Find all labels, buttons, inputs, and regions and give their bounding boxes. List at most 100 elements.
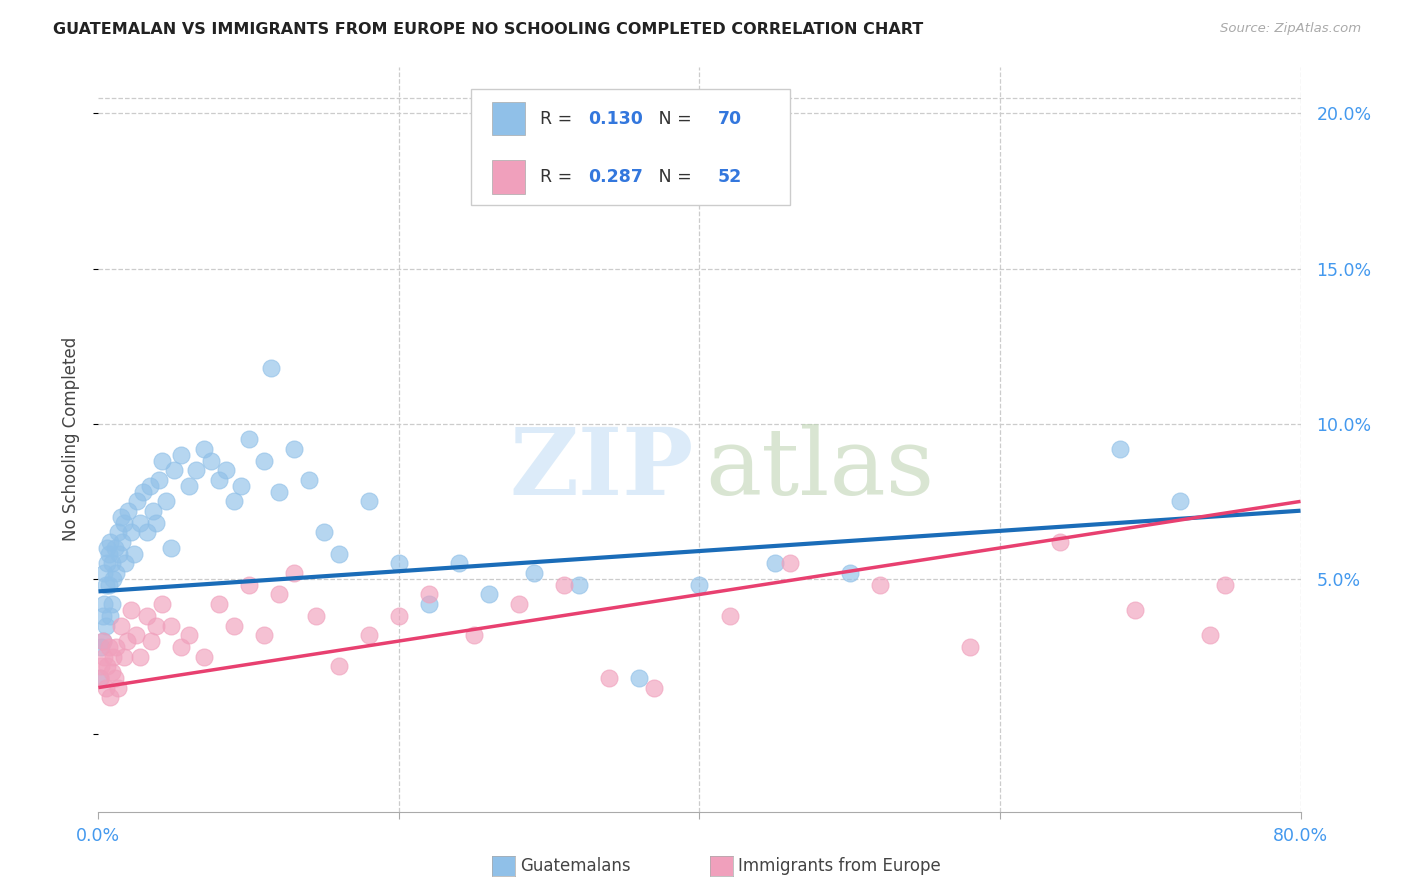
Point <box>114 557 136 571</box>
Point <box>104 541 127 555</box>
Point <box>127 494 149 508</box>
Point <box>150 597 173 611</box>
Point <box>141 504 163 518</box>
Point <box>260 360 283 375</box>
Point <box>193 442 215 456</box>
Text: 0.130: 0.130 <box>588 110 643 128</box>
Point <box>283 566 305 580</box>
Point <box>97 547 120 561</box>
Point <box>1109 442 1132 456</box>
Point <box>177 479 200 493</box>
Point <box>328 658 350 673</box>
Point <box>135 609 157 624</box>
Point <box>238 578 260 592</box>
Point <box>107 681 129 695</box>
Point <box>689 578 711 592</box>
Point <box>139 634 162 648</box>
Point <box>357 494 380 508</box>
Point <box>598 671 620 685</box>
Point <box>267 485 290 500</box>
Point <box>110 618 132 632</box>
Point <box>91 609 114 624</box>
Point <box>208 597 231 611</box>
Point <box>1170 494 1192 508</box>
Point <box>112 516 135 530</box>
Point <box>100 609 122 624</box>
Point <box>94 578 117 592</box>
Point <box>101 557 124 571</box>
Point <box>208 473 231 487</box>
Point <box>170 640 193 655</box>
Point <box>463 628 485 642</box>
Point <box>1049 534 1071 549</box>
Text: Source: ZipAtlas.com: Source: ZipAtlas.com <box>1220 22 1361 36</box>
Bar <box>492 102 526 136</box>
Point <box>97 578 120 592</box>
Point <box>97 640 120 655</box>
FancyBboxPatch shape <box>471 89 790 204</box>
Point <box>94 681 117 695</box>
Text: Guatemalans: Guatemalans <box>520 857 631 875</box>
Point <box>100 690 122 704</box>
Point <box>253 628 276 642</box>
Point <box>89 671 111 685</box>
Text: Immigrants from Europe: Immigrants from Europe <box>738 857 941 875</box>
Point <box>110 509 132 524</box>
Point <box>132 485 155 500</box>
Point <box>108 547 131 561</box>
Point <box>305 609 328 624</box>
Point <box>115 634 138 648</box>
Point <box>93 649 115 664</box>
Text: GUATEMALAN VS IMMIGRANTS FROM EUROPE NO SCHOOLING COMPLETED CORRELATION CHART: GUATEMALAN VS IMMIGRANTS FROM EUROPE NO … <box>53 22 924 37</box>
Point <box>159 541 181 555</box>
Point <box>90 658 112 673</box>
Point <box>200 454 222 468</box>
Point <box>105 640 128 655</box>
Point <box>357 628 380 642</box>
Point <box>121 603 143 617</box>
Point <box>523 566 546 580</box>
Point <box>91 634 114 648</box>
Bar <box>492 160 526 194</box>
Point <box>162 463 184 477</box>
Point <box>129 516 152 530</box>
Point <box>145 516 167 530</box>
Point <box>155 494 177 508</box>
Point <box>145 618 167 632</box>
Point <box>215 463 238 477</box>
Point <box>718 609 741 624</box>
Point <box>177 628 200 642</box>
Point <box>103 649 125 664</box>
Text: atlas: atlas <box>706 424 935 514</box>
Y-axis label: No Schooling Completed: No Schooling Completed <box>62 337 80 541</box>
Point <box>125 628 148 642</box>
Text: 70: 70 <box>717 110 741 128</box>
Point <box>388 609 411 624</box>
Point <box>643 681 665 695</box>
Text: ZIP: ZIP <box>509 424 693 514</box>
Point <box>90 640 112 655</box>
Point <box>959 640 981 655</box>
Point <box>100 534 122 549</box>
Point <box>121 525 143 540</box>
Point <box>779 557 801 571</box>
Point <box>283 442 305 456</box>
Point <box>508 597 530 611</box>
Point <box>93 566 115 580</box>
Point <box>89 671 111 685</box>
Point <box>1215 578 1237 592</box>
Point <box>1199 628 1222 642</box>
Point <box>135 525 157 540</box>
Point <box>150 454 173 468</box>
Point <box>328 547 350 561</box>
Point <box>838 566 860 580</box>
Point <box>103 572 125 586</box>
Point <box>238 432 260 446</box>
Point <box>117 504 139 518</box>
Point <box>222 494 245 508</box>
Point <box>170 448 193 462</box>
Point <box>93 597 115 611</box>
Point <box>568 578 591 592</box>
Text: N =: N = <box>641 110 697 128</box>
Text: N =: N = <box>641 168 697 186</box>
